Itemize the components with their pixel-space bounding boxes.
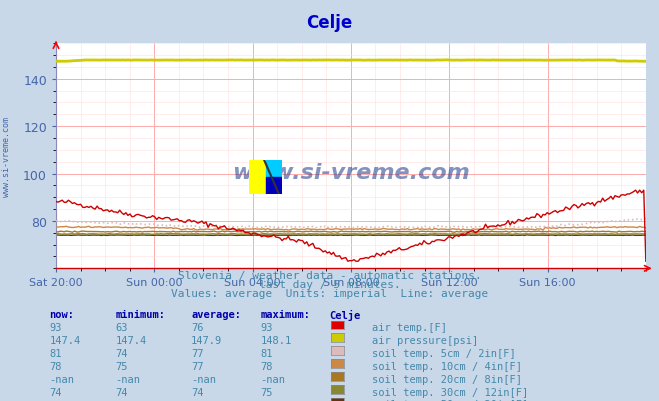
Text: Celje: Celje bbox=[306, 14, 353, 32]
Text: -nan: -nan bbox=[191, 399, 216, 401]
Text: soil temp. 5cm / 2in[F]: soil temp. 5cm / 2in[F] bbox=[372, 348, 516, 358]
Text: 77: 77 bbox=[191, 361, 204, 371]
Text: -nan: -nan bbox=[49, 399, 74, 401]
Text: 76: 76 bbox=[191, 322, 204, 332]
Text: 148.1: 148.1 bbox=[260, 335, 291, 345]
Text: soil temp. 10cm / 4in[F]: soil temp. 10cm / 4in[F] bbox=[372, 361, 523, 371]
Text: -nan: -nan bbox=[115, 374, 140, 384]
Text: www.si-vreme.com: www.si-vreme.com bbox=[232, 162, 470, 182]
Text: 74: 74 bbox=[191, 387, 204, 397]
Text: -nan: -nan bbox=[260, 399, 285, 401]
Text: air temp.[F]: air temp.[F] bbox=[372, 322, 447, 332]
Text: average:: average: bbox=[191, 310, 241, 320]
Text: 74: 74 bbox=[115, 348, 128, 358]
Text: 147.9: 147.9 bbox=[191, 335, 222, 345]
Text: -nan: -nan bbox=[260, 374, 285, 384]
Text: 93: 93 bbox=[260, 322, 273, 332]
Text: www.si-vreme.com: www.si-vreme.com bbox=[2, 116, 11, 196]
Text: 75: 75 bbox=[260, 387, 273, 397]
Text: minimum:: minimum: bbox=[115, 310, 165, 320]
Text: -nan: -nan bbox=[191, 374, 216, 384]
Text: 147.4: 147.4 bbox=[115, 335, 146, 345]
Text: 78: 78 bbox=[49, 361, 62, 371]
Text: Celje: Celje bbox=[330, 310, 360, 320]
Text: maximum:: maximum: bbox=[260, 310, 310, 320]
Text: soil temp. 20cm / 8in[F]: soil temp. 20cm / 8in[F] bbox=[372, 374, 523, 384]
Text: soil temp. 30cm / 12in[F]: soil temp. 30cm / 12in[F] bbox=[372, 387, 529, 397]
Text: 81: 81 bbox=[49, 348, 62, 358]
Polygon shape bbox=[266, 160, 282, 178]
Text: 77: 77 bbox=[191, 348, 204, 358]
Text: -nan: -nan bbox=[115, 399, 140, 401]
Text: air pressure[psi]: air pressure[psi] bbox=[372, 335, 478, 345]
Text: 81: 81 bbox=[260, 348, 273, 358]
Text: 93: 93 bbox=[49, 322, 62, 332]
Text: now:: now: bbox=[49, 310, 74, 320]
Text: 78: 78 bbox=[260, 361, 273, 371]
Text: Values: average  Units: imperial  Line: average: Values: average Units: imperial Line: av… bbox=[171, 288, 488, 298]
Text: 74: 74 bbox=[115, 387, 128, 397]
Text: Slovenia / weather data - automatic stations.: Slovenia / weather data - automatic stat… bbox=[178, 271, 481, 281]
Text: last day / 5 minutes.: last day / 5 minutes. bbox=[258, 279, 401, 290]
Text: 147.4: 147.4 bbox=[49, 335, 80, 345]
Bar bbox=[249, 160, 266, 194]
Text: 63: 63 bbox=[115, 322, 128, 332]
Text: 74: 74 bbox=[49, 387, 62, 397]
Text: 75: 75 bbox=[115, 361, 128, 371]
Polygon shape bbox=[266, 178, 282, 194]
Text: soil temp. 50cm / 20in[F]: soil temp. 50cm / 20in[F] bbox=[372, 399, 529, 401]
Text: -nan: -nan bbox=[49, 374, 74, 384]
